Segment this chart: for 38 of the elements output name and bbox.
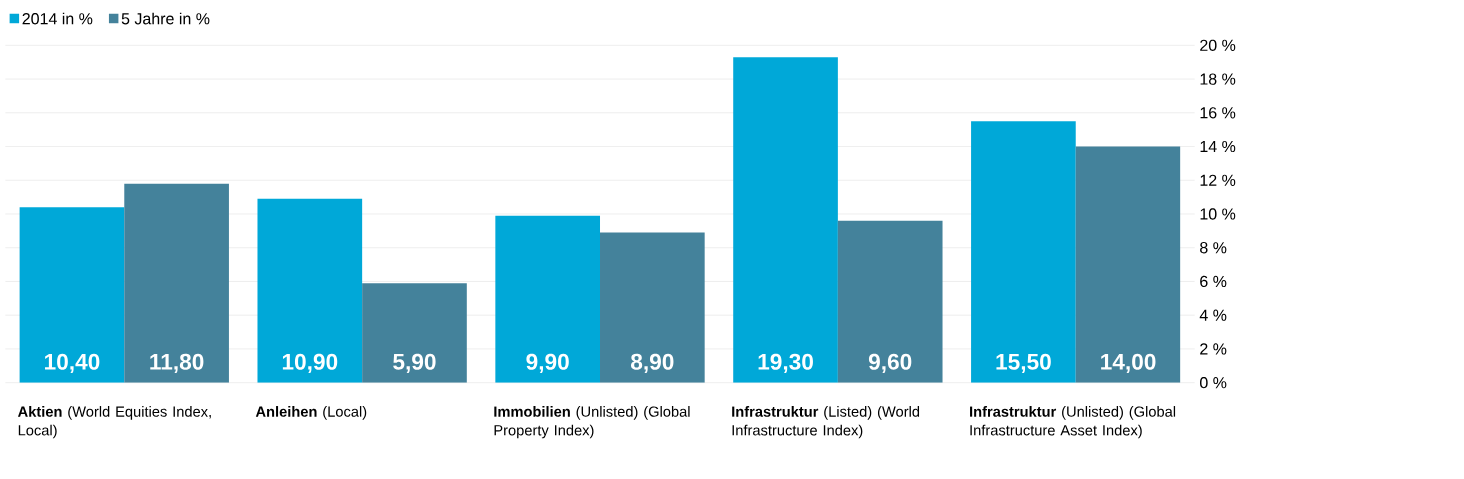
x-tick-label: Aktien (World Equities Index, Local) — [17, 406, 211, 439]
y-tick-label: 20 % — [1200, 39, 1236, 52]
y-tick-label: 10 % — [1200, 208, 1236, 220]
data-label: 14,00 — [1101, 353, 1156, 374]
y-tick-label: 6 % — [1200, 275, 1227, 288]
x-tick-label: Infrastruktur (Listed) (World Infrastructure Index) — [732, 406, 920, 439]
y-tick-label: 4 % — [1199, 309, 1227, 321]
data-label: 10,90 — [282, 353, 338, 374]
bar — [733, 57, 838, 383]
y-tick-label: 0 % — [1200, 377, 1227, 389]
data-label: 15,50 — [996, 353, 1051, 374]
x-tick-label: Infrastruktur (Unlisted) (Global Infrastructure Asset Index) — [970, 406, 1176, 439]
bar — [495, 215, 601, 383]
bar — [971, 121, 1076, 383]
data-label: 5,90 — [393, 353, 436, 374]
bar — [600, 232, 705, 383]
data-label: 9,90 — [526, 353, 569, 374]
bar — [362, 283, 467, 383]
x-tick-label: Anleihen (Local) — [255, 406, 367, 420]
y-tick-label: 14 % — [1200, 141, 1236, 153]
y-tick-label: 12 % — [1200, 174, 1236, 187]
data-label: 9,60 — [868, 353, 912, 374]
data-label: 11,80 — [150, 353, 204, 374]
bar — [124, 183, 229, 383]
data-label: 19,30 — [758, 353, 813, 374]
bar — [257, 198, 363, 383]
y-tick-label: 16 % — [1200, 107, 1236, 119]
x-tick-label: Immobilien (Unlisted) (Global Property Index) — [494, 406, 690, 439]
y-tick-label: 18 % — [1200, 73, 1236, 85]
bar — [837, 220, 943, 383]
data-label: 10,40 — [45, 353, 100, 374]
legend-label: 5 Jahre in % — [121, 12, 210, 25]
bar — [1075, 146, 1181, 383]
y-tick-label: 8 % — [1200, 242, 1227, 254]
bar — [19, 207, 125, 383]
data-label: 8,90 — [630, 353, 674, 374]
y-tick-label: 2 % — [1200, 343, 1227, 355]
legend-label: 2014 in % — [22, 12, 93, 25]
